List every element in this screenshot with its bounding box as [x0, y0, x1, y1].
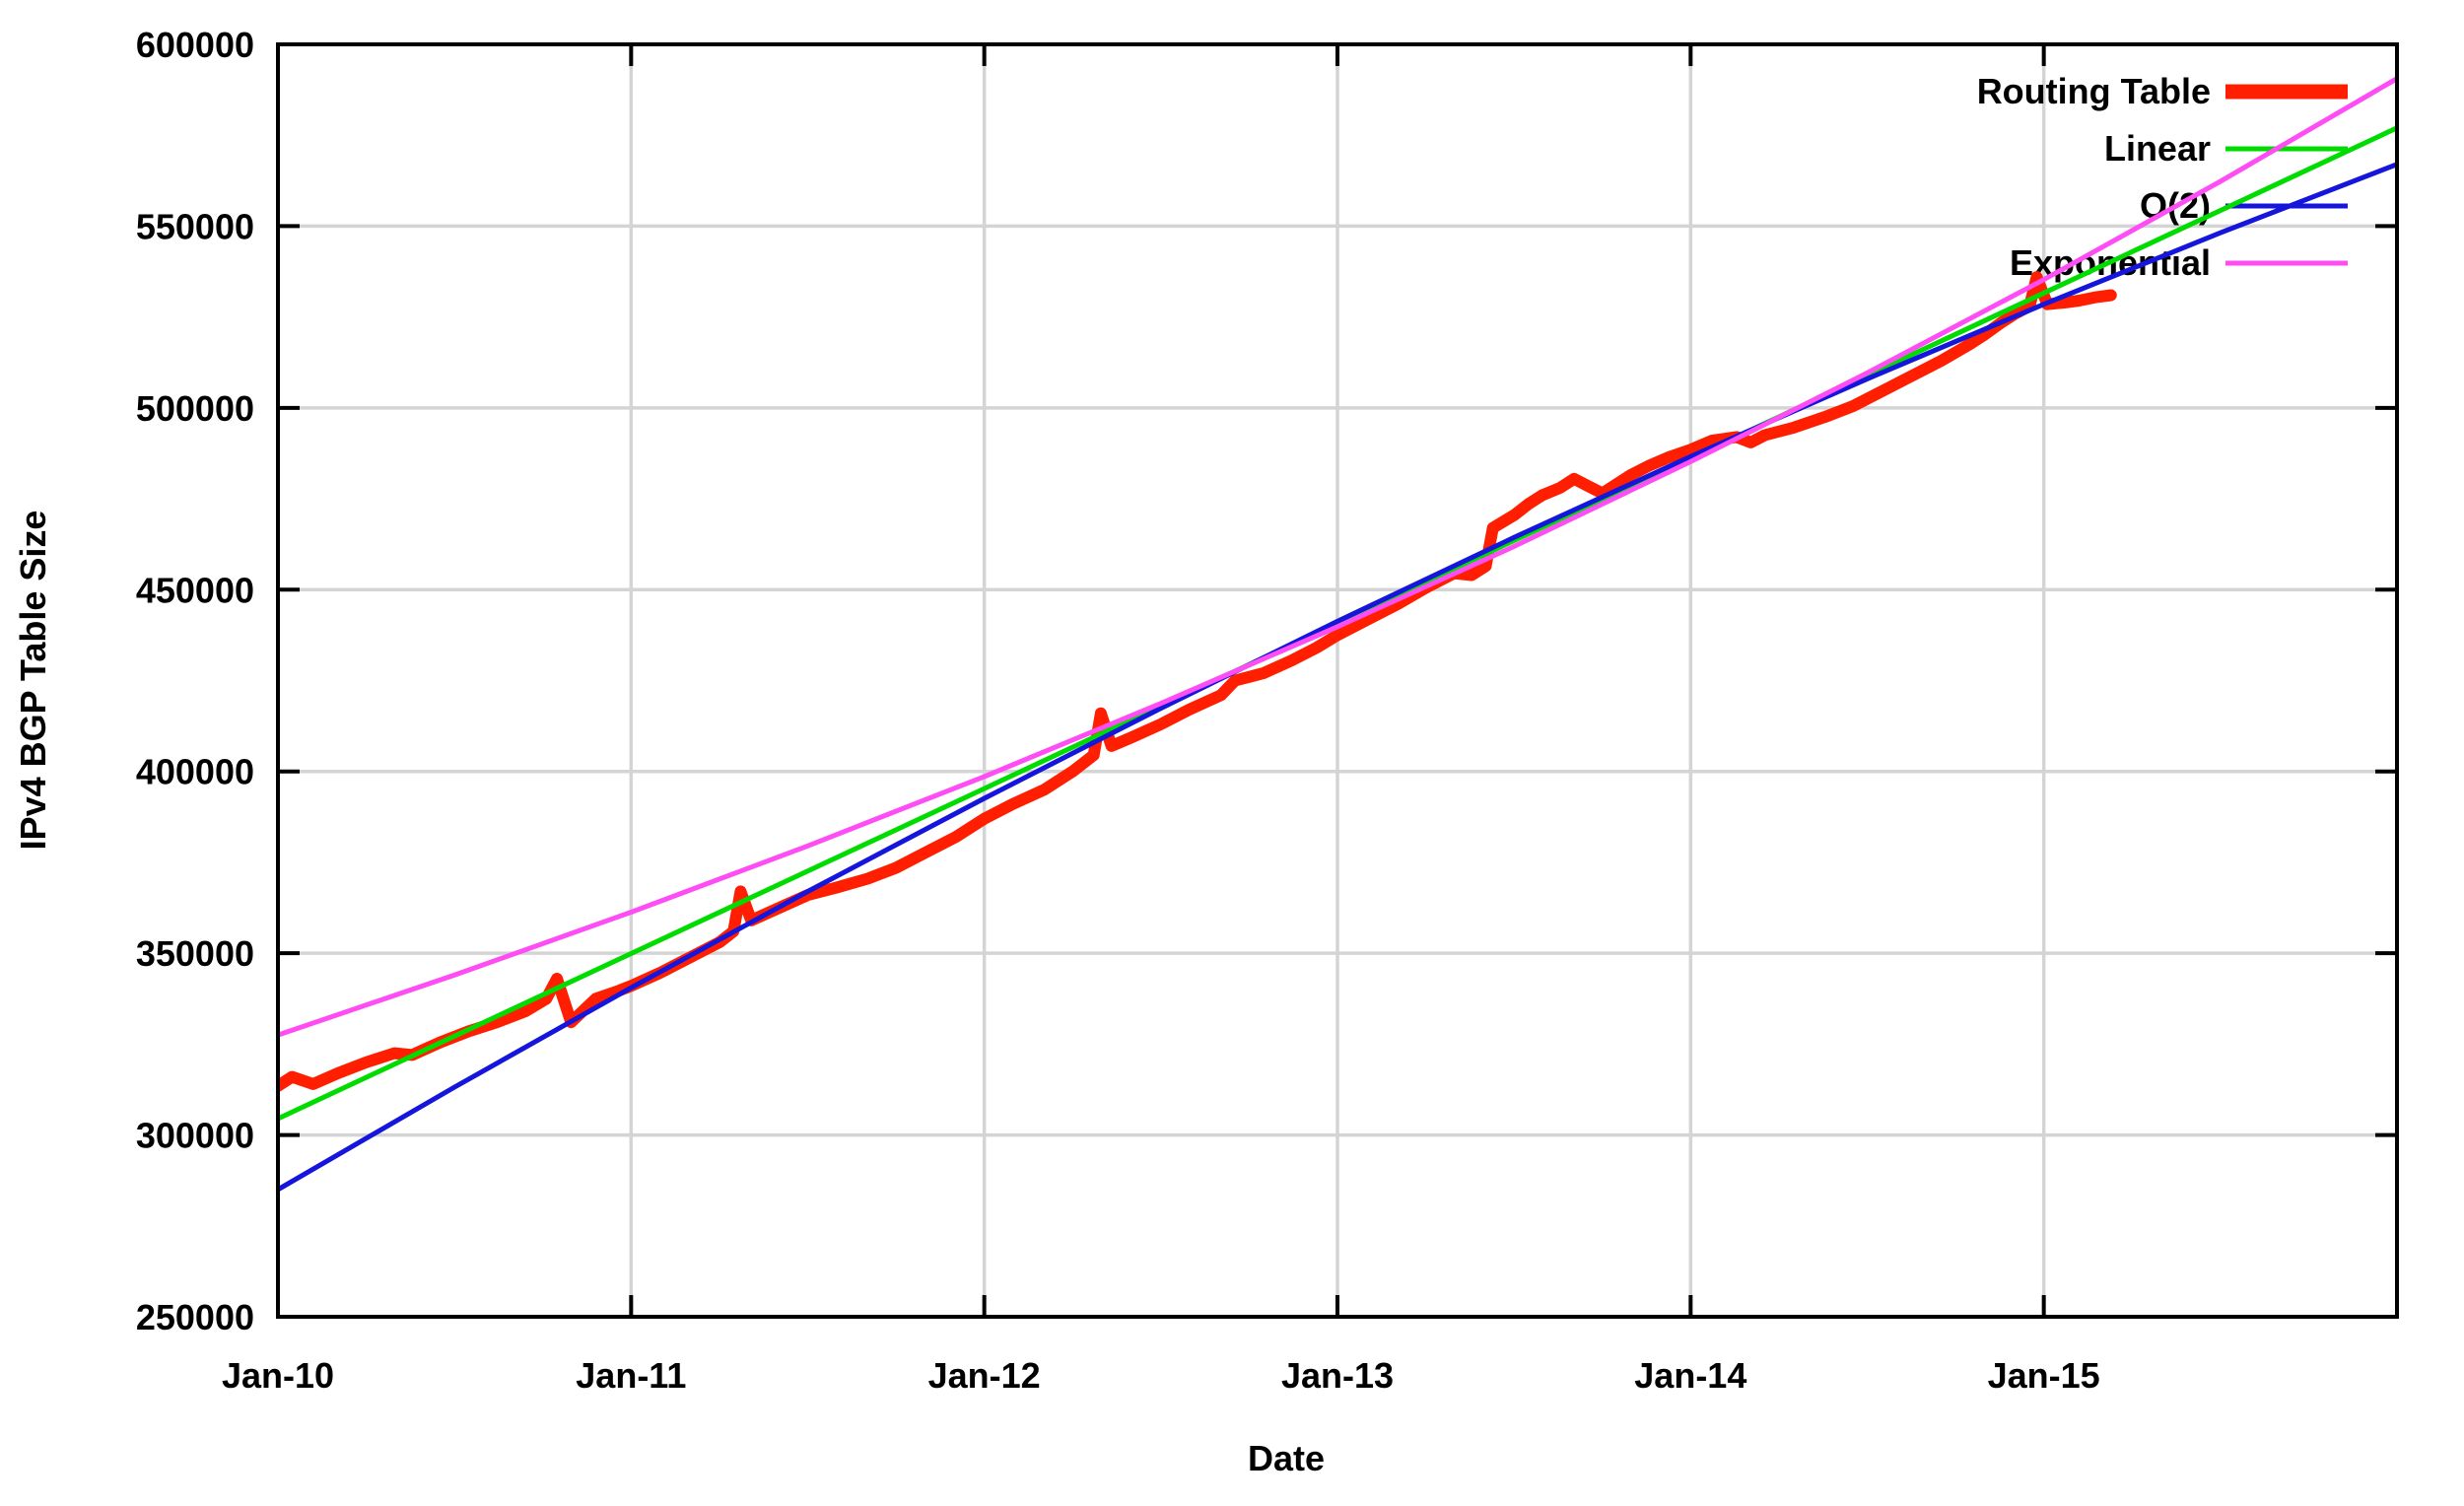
legend-label: Routing Table	[1977, 71, 2211, 111]
data-series	[278, 76, 2397, 1193]
series-line-exponential	[278, 76, 2397, 1038]
axis-titles: Date IPv4 BGP Table Size	[13, 511, 1325, 1478]
x-tick-label: Jan-11	[576, 1355, 686, 1396]
x-tick-label: Jan-10	[222, 1355, 334, 1396]
y-tick-label: 550000	[136, 206, 254, 246]
tick-labels: Jan-10 Jan-11 Jan-12 Jan-13 Jan-14 Jan-15 2500…	[136, 25, 2100, 1396]
grid-lines	[278, 44, 2397, 1317]
x-tick-label: Jan-12	[928, 1355, 1041, 1396]
legend-entry: Routing Table	[1977, 71, 2348, 111]
plot-frame	[276, 42, 2399, 1319]
y-tick-label: 500000	[136, 388, 254, 429]
legend-entry: O(2)	[2140, 185, 2348, 226]
y-tick-label: 350000	[136, 933, 254, 974]
x-axis-title: Date	[1248, 1438, 1325, 1478]
x-tick-label: Jan-15	[1988, 1355, 2100, 1396]
legend-label: Linear	[2104, 128, 2211, 169]
y-axis-title: IPv4 BGP Table Size	[13, 511, 53, 851]
x-tick-label: Jan-14	[1634, 1355, 1746, 1396]
y-tick-label: 600000	[136, 25, 254, 65]
y-tick-label: 300000	[136, 1116, 254, 1156]
series-line-routing-table	[278, 271, 2117, 1092]
x-tick-label: Jan-13	[1281, 1355, 1394, 1396]
legend-entry: Linear	[2104, 128, 2348, 169]
y-tick-label: 450000	[136, 570, 254, 610]
y-tick-label: 400000	[136, 752, 254, 792]
y-tick-label: 250000	[136, 1297, 254, 1337]
series-line-o-2-	[278, 162, 2397, 1193]
